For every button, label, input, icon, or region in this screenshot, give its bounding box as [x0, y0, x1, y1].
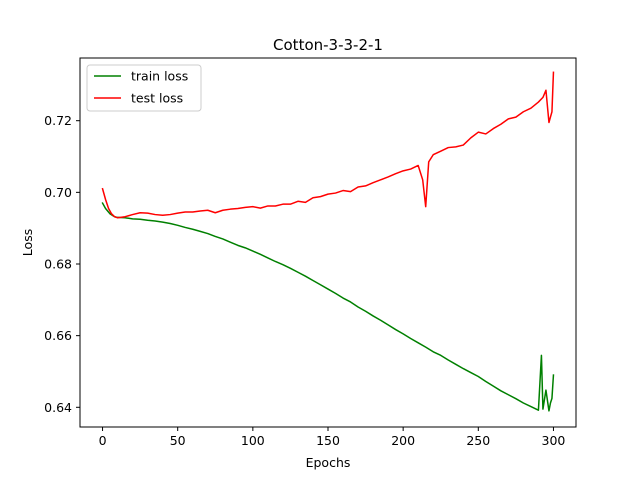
x-axis: 0 50 100 150 200 250 300: [99, 427, 566, 448]
x-tick-label: 250: [466, 433, 490, 448]
y-tick-label: 0.64: [44, 400, 72, 415]
y-tick-label: 0.70: [44, 185, 72, 200]
x-axis-title: Epochs: [306, 455, 351, 470]
x-tick-label: 50: [170, 433, 186, 448]
y-axis: 0.64 0.66 0.68 0.70 0.72: [44, 113, 80, 415]
series-line-train-loss: [101, 202, 555, 412]
x-tick-label: 200: [391, 433, 415, 448]
y-tick-label: 0.66: [44, 328, 72, 343]
legend-label-test-loss: test loss: [131, 91, 183, 106]
series-group: [101, 71, 555, 412]
chart-title: Cotton-3-3-2-1: [273, 36, 383, 54]
y-axis-title: Loss: [20, 229, 35, 256]
legend: train loss test loss: [86, 64, 202, 112]
y-tick-label: 0.68: [44, 256, 72, 271]
legend-label-train-loss: train loss: [131, 69, 188, 84]
x-tick-label: 100: [241, 433, 265, 448]
series-line-test-loss: [101, 71, 555, 219]
x-tick-label: 0: [99, 433, 107, 448]
x-tick-label: 150: [316, 433, 340, 448]
x-tick-label: 300: [542, 433, 566, 448]
y-tick-label: 0.72: [44, 113, 72, 128]
